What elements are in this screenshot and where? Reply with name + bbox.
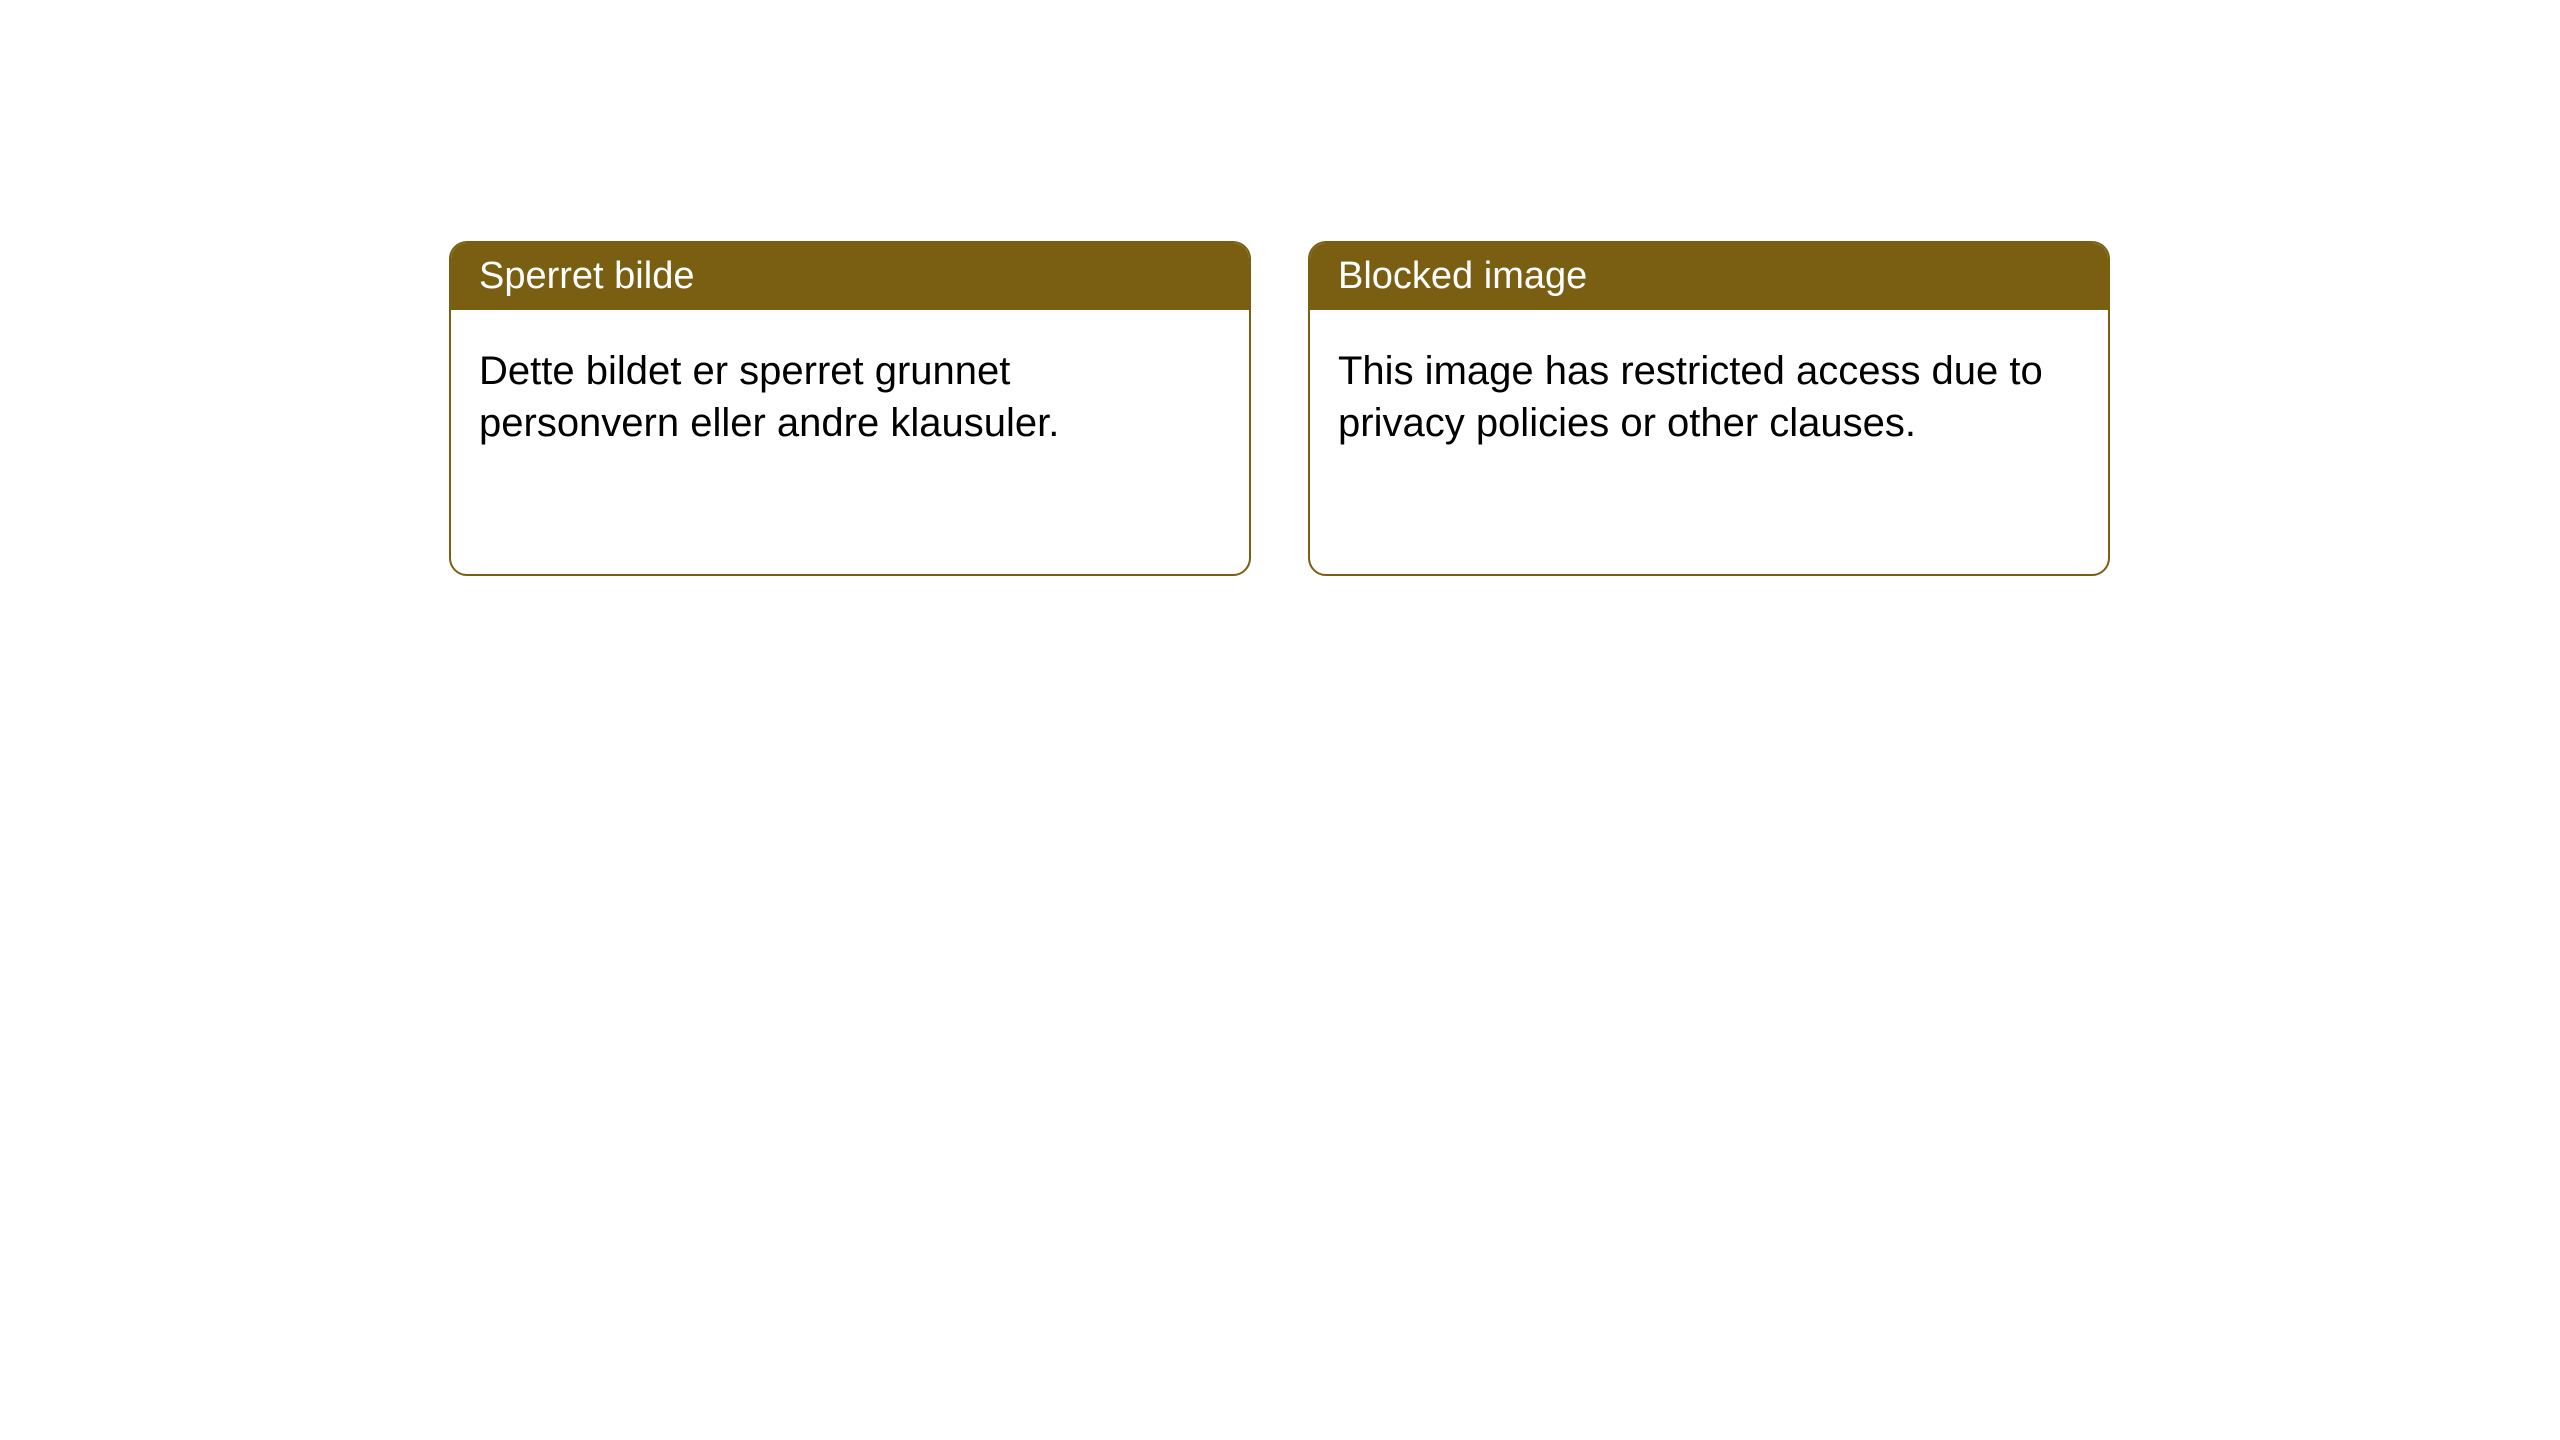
notice-card-english: Blocked image This image has restricted …: [1308, 241, 2110, 576]
card-title-english: Blocked image: [1338, 255, 1587, 297]
card-text-english: This image has restricted access due to …: [1338, 349, 2043, 445]
card-body-norwegian: Dette bildet er sperret grunnet personve…: [451, 310, 1249, 484]
notice-cards-container: Sperret bilde Dette bildet er sperret gr…: [0, 0, 2560, 576]
notice-card-norwegian: Sperret bilde Dette bildet er sperret gr…: [449, 241, 1251, 576]
card-header-norwegian: Sperret bilde: [451, 243, 1249, 310]
card-text-norwegian: Dette bildet er sperret grunnet personve…: [479, 349, 1059, 445]
card-body-english: This image has restricted access due to …: [1310, 310, 2108, 484]
card-header-english: Blocked image: [1310, 243, 2108, 310]
card-title-norwegian: Sperret bilde: [479, 255, 694, 297]
